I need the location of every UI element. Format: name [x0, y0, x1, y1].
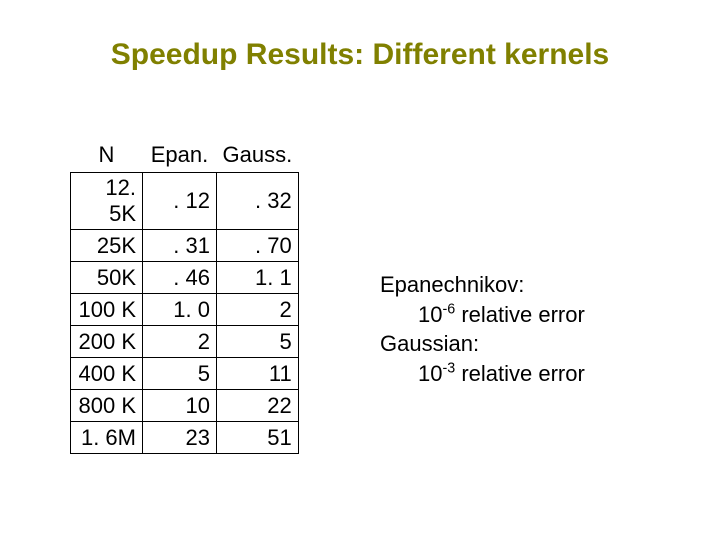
- note-gauss-base: 10: [418, 361, 442, 386]
- cell-n: 12. 5K: [71, 173, 143, 230]
- note-epan-base: 10: [418, 302, 442, 327]
- cell-n: 1. 6M: [71, 422, 143, 454]
- table-row: 25K . 31 . 70: [71, 230, 299, 262]
- cell-gauss: 22: [217, 390, 299, 422]
- table-row: 400 K 5 11: [71, 358, 299, 390]
- cell-gauss: 5: [217, 326, 299, 358]
- cell-n: 200 K: [71, 326, 143, 358]
- cell-n: 400 K: [71, 358, 143, 390]
- cell-epan: . 31: [143, 230, 217, 262]
- table-row: 50K . 46 1. 1: [71, 262, 299, 294]
- note-epan-exp: -6: [442, 301, 455, 317]
- notes-block: Epanechnikov: 10-6 relative error Gaussi…: [380, 270, 585, 389]
- cell-gauss: 11: [217, 358, 299, 390]
- cell-epan: 5: [143, 358, 217, 390]
- cell-n: 800 K: [71, 390, 143, 422]
- table-row: 200 K 2 5: [71, 326, 299, 358]
- note-epan-detail: 10-6 relative error: [380, 300, 585, 330]
- slide-title: Speedup Results: Different kernels: [0, 38, 720, 72]
- cell-n: 25K: [71, 230, 143, 262]
- table-row: 100 K 1. 0 2: [71, 294, 299, 326]
- cell-epan: . 46: [143, 262, 217, 294]
- col-header-n: N: [71, 140, 143, 173]
- cell-gauss: . 70: [217, 230, 299, 262]
- table-row: 12. 5K . 12 . 32: [71, 173, 299, 230]
- cell-epan: 1. 0: [143, 294, 217, 326]
- note-epan-tail: relative error: [455, 302, 585, 327]
- cell-gauss: 1. 1: [217, 262, 299, 294]
- note-gauss-detail: 10-3 relative error: [380, 359, 585, 389]
- note-gauss-exp: -3: [442, 361, 455, 377]
- note-epan-label: Epanechnikov:: [380, 270, 585, 300]
- col-header-gauss: Gauss.: [217, 140, 299, 173]
- speedup-table: N Epan. Gauss. 12. 5K . 12 . 32 25K . 31…: [70, 140, 299, 454]
- note-gauss-tail: relative error: [455, 361, 585, 386]
- cell-epan: . 12: [143, 173, 217, 230]
- note-gauss-label: Gaussian:: [380, 329, 585, 359]
- col-header-epan: Epan.: [143, 140, 217, 173]
- table-row: 800 K 10 22: [71, 390, 299, 422]
- cell-gauss: 51: [217, 422, 299, 454]
- cell-n: 50K: [71, 262, 143, 294]
- table-row: 1. 6M 23 51: [71, 422, 299, 454]
- cell-epan: 2: [143, 326, 217, 358]
- cell-gauss: . 32: [217, 173, 299, 230]
- cell-epan: 10: [143, 390, 217, 422]
- cell-epan: 23: [143, 422, 217, 454]
- cell-gauss: 2: [217, 294, 299, 326]
- cell-n: 100 K: [71, 294, 143, 326]
